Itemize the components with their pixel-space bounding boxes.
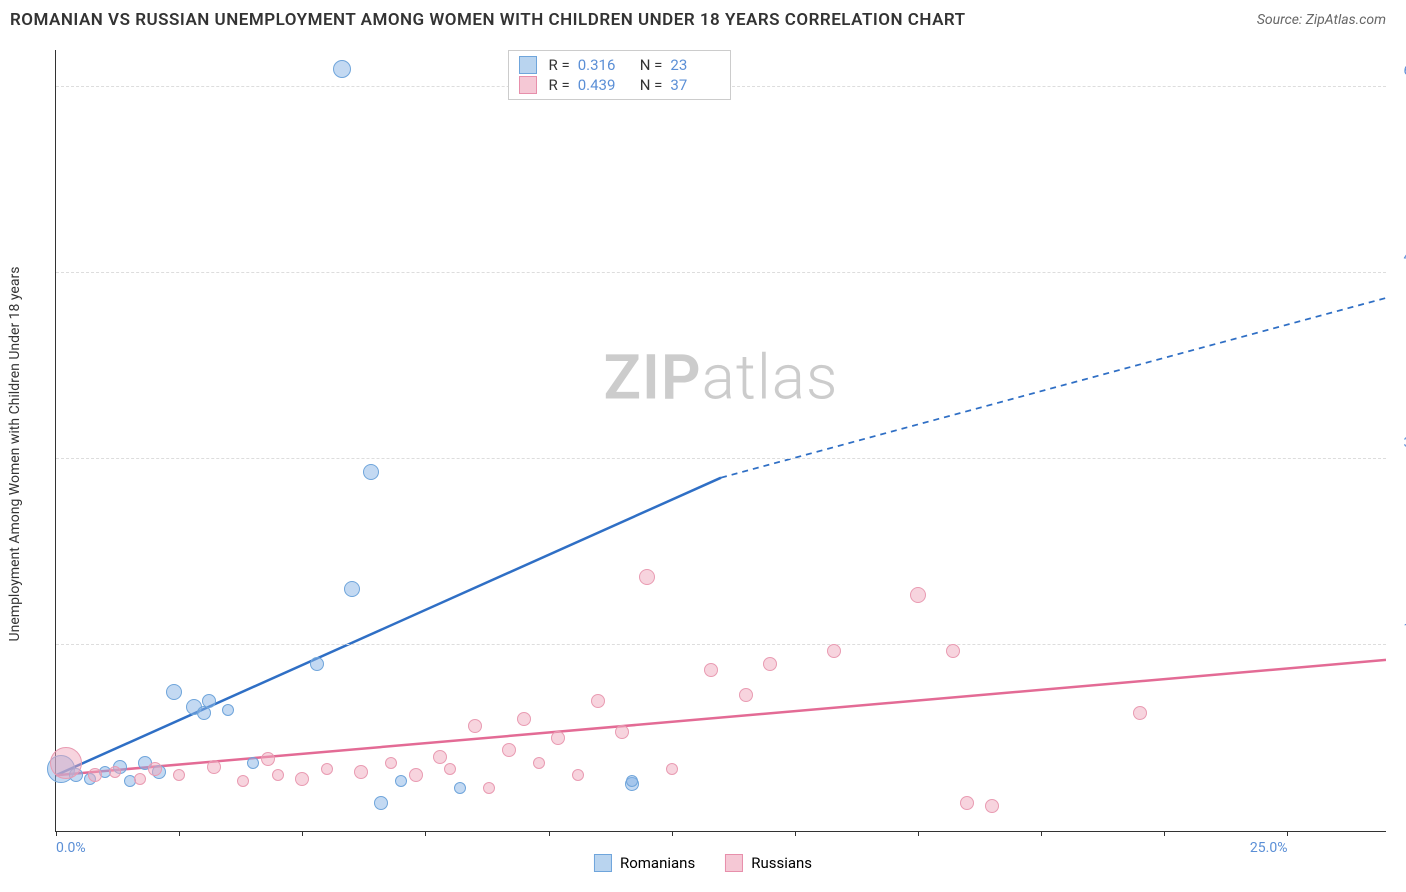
chart-title: ROMANIAN VS RUSSIAN UNEMPLOYMENT AMONG W… [10, 10, 966, 30]
stat-n-label: N = [640, 56, 663, 74]
data-point [261, 752, 275, 766]
data-point [739, 688, 753, 702]
data-point [444, 763, 456, 775]
data-point [666, 763, 678, 775]
stat-r-value: 0.439 [578, 76, 628, 94]
x-tick [795, 831, 796, 836]
stat-n-value: 23 [670, 56, 720, 74]
data-point [197, 706, 211, 720]
data-point [207, 760, 221, 774]
gridline [56, 272, 1386, 273]
trend-lines [56, 50, 1386, 831]
data-point [827, 644, 841, 658]
x-tick-label: 25.0% [1250, 840, 1288, 856]
data-point [272, 769, 284, 781]
chart-area: ZIPatlas 15.0%30.0%45.0%60.0%0.0%25.0% R… [55, 50, 1386, 832]
x-tick [302, 831, 303, 836]
stats-row: R = 0.316 N = 23 [519, 55, 721, 75]
x-tick [672, 831, 673, 836]
data-point [454, 782, 466, 794]
x-tick [179, 831, 180, 836]
data-point [591, 694, 605, 708]
x-tick [1164, 831, 1165, 836]
stat-r-value: 0.316 [578, 56, 628, 74]
data-point [295, 772, 309, 786]
legend-swatch [519, 56, 537, 74]
legend-swatch [725, 854, 743, 872]
data-point [502, 743, 516, 757]
data-point [763, 657, 777, 671]
data-point [333, 60, 351, 78]
data-point [960, 796, 974, 810]
stat-n-label: N = [640, 76, 663, 94]
data-point [572, 769, 584, 781]
series-legend: Romanians Russians [594, 854, 812, 872]
stat-r-label: R = [549, 56, 570, 74]
data-point [533, 757, 545, 769]
gridline [56, 458, 1386, 459]
x-tick [918, 831, 919, 836]
data-point [166, 684, 182, 700]
plot-region: ZIPatlas 15.0%30.0%45.0%60.0%0.0%25.0% [55, 50, 1386, 832]
data-point [433, 750, 447, 764]
legend-item: Russians [725, 854, 812, 872]
data-point [626, 775, 638, 787]
data-point [1133, 706, 1147, 720]
legend-swatch [594, 854, 612, 872]
data-point [374, 796, 388, 810]
x-tick [1287, 831, 1288, 836]
legend-label: Romanians [620, 854, 695, 872]
legend-item: Romanians [594, 854, 695, 872]
data-point [483, 782, 495, 794]
data-point [148, 762, 162, 776]
data-point [222, 704, 234, 716]
data-point [109, 766, 121, 778]
data-point [385, 757, 397, 769]
data-point [363, 464, 379, 480]
stats-row: R = 0.439 N = 37 [519, 75, 721, 95]
data-point [409, 768, 423, 782]
data-point [615, 725, 629, 739]
y-axis-label: Unemployment Among Women with Children U… [7, 267, 23, 642]
data-point [985, 799, 999, 813]
x-tick [1041, 831, 1042, 836]
gridline [56, 644, 1386, 645]
data-point [354, 765, 368, 779]
data-point [237, 775, 249, 787]
stat-r-label: R = [549, 76, 570, 94]
data-point [134, 773, 146, 785]
x-tick [549, 831, 550, 836]
stat-n-value: 37 [670, 76, 720, 94]
stats-legend: R = 0.316 N = 23 R = 0.439 N = 37 [508, 50, 732, 100]
data-point [551, 731, 565, 745]
source-label: Source: ZipAtlas.com [1257, 12, 1386, 28]
data-point [310, 657, 324, 671]
data-point [704, 663, 718, 677]
data-point [517, 712, 531, 726]
legend-swatch [519, 76, 537, 94]
data-point [50, 747, 82, 779]
x-tick-label: 0.0% [56, 840, 86, 856]
data-point [173, 769, 185, 781]
data-point [321, 763, 333, 775]
data-point [468, 719, 482, 733]
data-point [247, 757, 259, 769]
data-point [202, 694, 216, 708]
watermark: ZIPatlas [604, 342, 839, 415]
data-point [344, 581, 360, 597]
legend-label: Russians [751, 854, 812, 872]
data-point [88, 768, 102, 782]
data-point [639, 569, 655, 585]
data-point [910, 587, 926, 603]
data-point [946, 644, 960, 658]
data-point [395, 775, 407, 787]
x-tick [425, 831, 426, 836]
x-tick [56, 831, 57, 836]
